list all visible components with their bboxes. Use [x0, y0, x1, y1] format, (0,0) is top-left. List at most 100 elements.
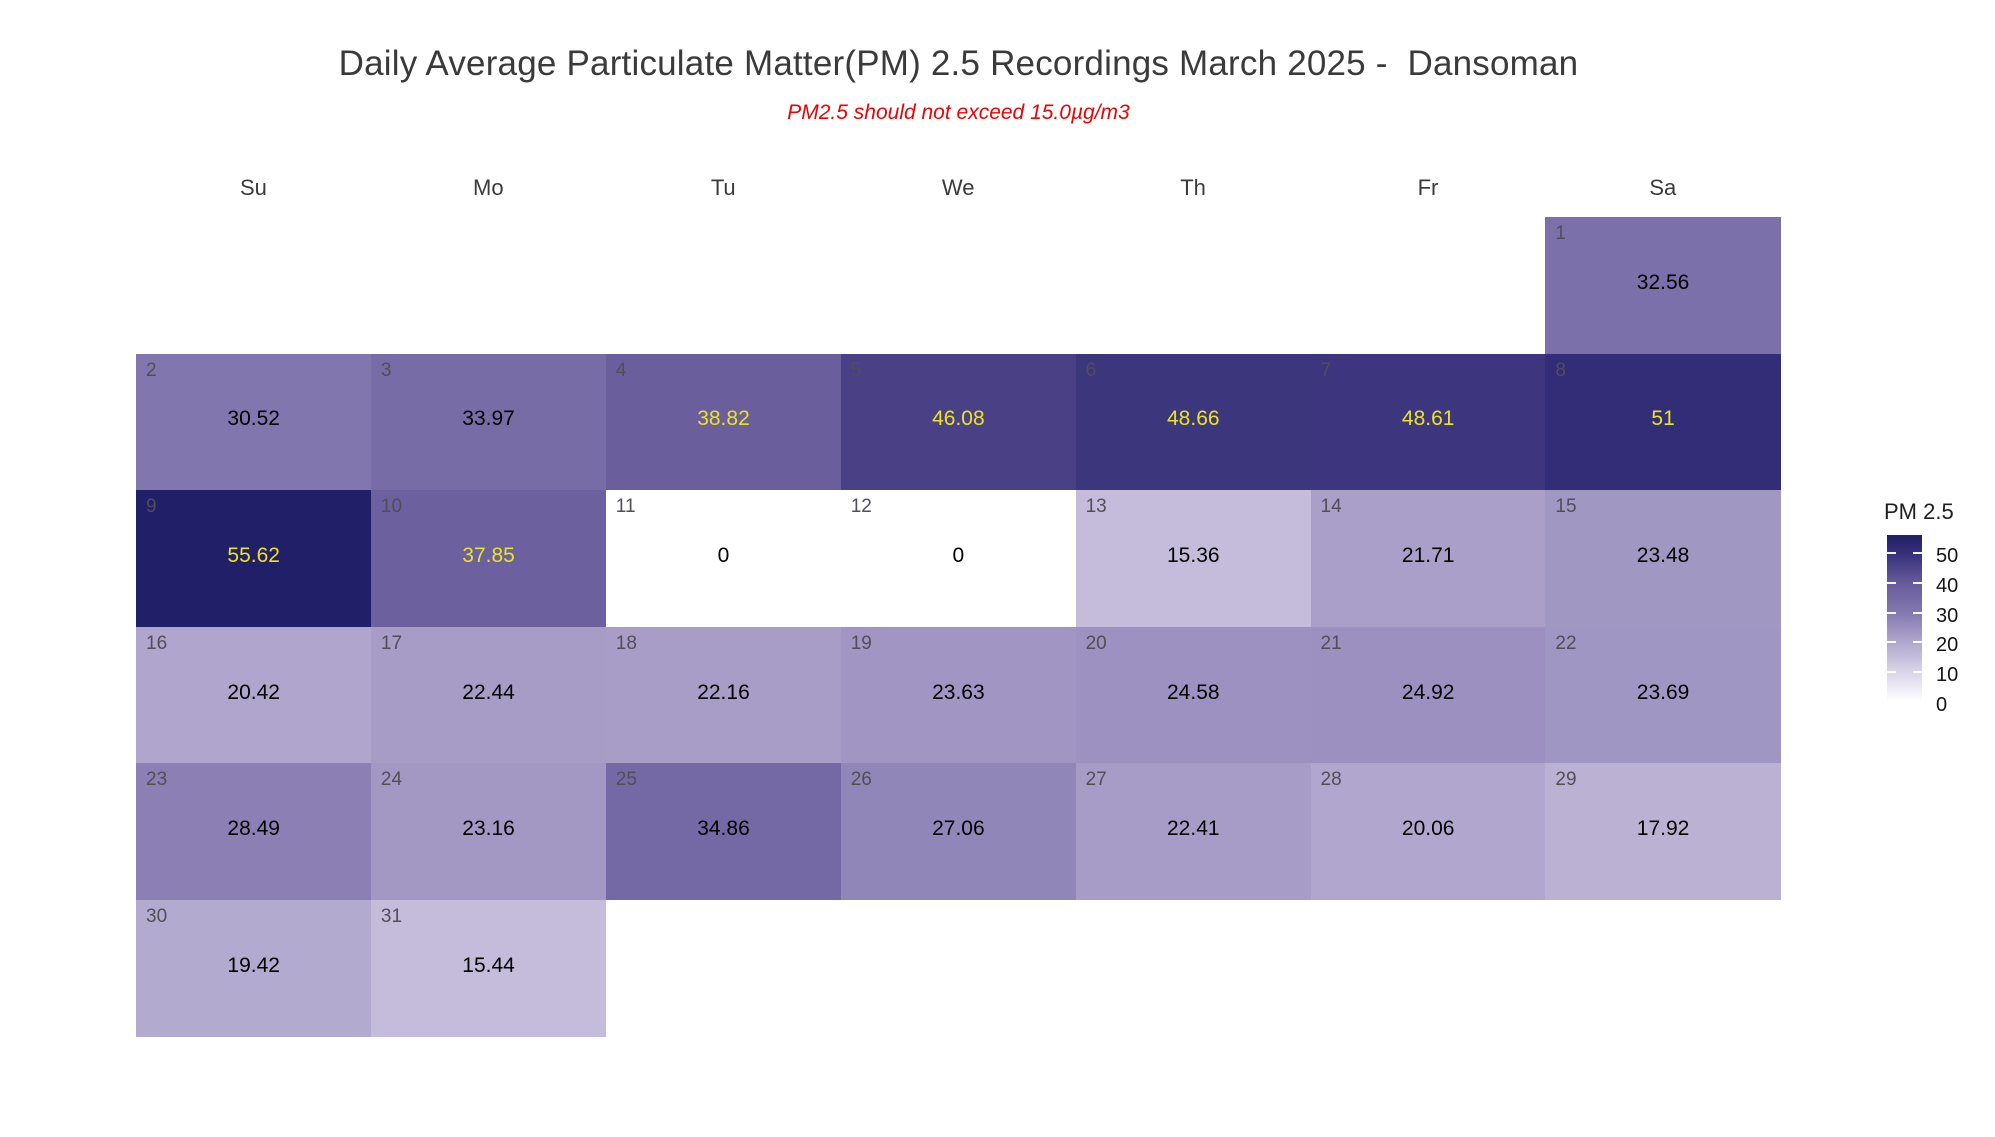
- day-value: 34.86: [697, 817, 750, 841]
- legend-tick-mark: [1913, 671, 1922, 674]
- legend-tick-mark: [1887, 581, 1896, 584]
- weekday-header-tu: Tu: [710, 175, 736, 200]
- day-cell-2: 2 30.52: [136, 353, 372, 491]
- day-cell-9: 9 55.62: [136, 490, 372, 628]
- day-value: 22.44: [462, 680, 515, 704]
- day-cell-10: 10 37.85: [370, 490, 607, 628]
- legend-tick-label-40: 40: [1936, 574, 1959, 597]
- legend-tick-mark: [1913, 551, 1922, 554]
- day-value: 24.92: [1401, 680, 1455, 704]
- legend-tick-label-0: 0: [1936, 694, 1948, 716]
- day-cell-21: 21 24.92: [1310, 626, 1546, 764]
- day-number: 14: [1320, 496, 1342, 518]
- day-cell-4: 4 38.82: [605, 353, 842, 491]
- day-number: 19: [850, 632, 872, 654]
- day-number: 4: [615, 359, 627, 381]
- day-number: 26: [850, 769, 872, 791]
- legend-tick-mark: [1913, 611, 1922, 614]
- weekday-header-th: Th: [1180, 175, 1206, 200]
- day-cell-15: 15 23.48: [1545, 490, 1781, 628]
- day-value: 15.36: [1167, 543, 1220, 567]
- day-value: 33.97: [462, 407, 515, 431]
- legend-tick-label-10: 10: [1936, 664, 1959, 687]
- day-value: 23.63: [932, 680, 985, 704]
- weekday-header-sa: Sa: [1649, 175, 1677, 200]
- day-cell-12: 12 0: [840, 490, 1077, 628]
- day-value: 51: [1651, 407, 1675, 431]
- day-cell-19: 19 23.63: [840, 626, 1077, 764]
- weekday-header-mo: Mo: [473, 175, 504, 200]
- day-value: 48.61: [1401, 407, 1455, 431]
- day-cell-16: 16 20.42: [136, 626, 372, 764]
- day-cell-11: 11 0: [605, 490, 842, 628]
- day-value: 46.08: [932, 407, 985, 431]
- day-cell-24: 24 23.16: [370, 763, 607, 901]
- weekday-header-we: We: [941, 175, 975, 200]
- day-number: 1: [1555, 223, 1566, 244]
- day-number: 31: [380, 906, 403, 927]
- day-value: 21.71: [1401, 543, 1455, 567]
- day-cell-30: 30 19.42: [136, 900, 372, 1038]
- day-value: 0: [952, 543, 965, 567]
- day-number: 2: [146, 359, 157, 381]
- day-value: 0: [717, 543, 730, 567]
- day-number: 22: [1555, 632, 1577, 654]
- legend-tick-mark: [1887, 671, 1896, 674]
- day-value: 27.06: [932, 817, 985, 841]
- legend-tick-label-20: 20: [1936, 634, 1959, 657]
- legend-title: PM 2.5: [1884, 499, 1954, 524]
- day-cell-22: 22 23.69: [1545, 626, 1781, 764]
- day-value: 15.44: [462, 953, 515, 977]
- day-number: 30: [146, 906, 168, 927]
- day-cell-28: 28 20.06: [1310, 763, 1546, 901]
- day-value: 24.58: [1167, 680, 1220, 704]
- day-cell-20: 20 24.58: [1075, 626, 1311, 764]
- page-title: Daily Average Particulate Matter(PM) 2.5…: [338, 44, 1579, 83]
- day-value: 30.52: [227, 407, 280, 431]
- day-value: 38.82: [697, 407, 750, 431]
- day-value: 23.48: [1636, 543, 1690, 567]
- day-number: 29: [1555, 769, 1577, 791]
- legend-tick-mark: [1887, 611, 1896, 614]
- day-cell-31: 31 15.44: [370, 900, 607, 1038]
- day-cell-18: 18 22.16: [605, 626, 842, 764]
- day-number: 6: [1085, 359, 1097, 381]
- day-number: 17: [380, 632, 403, 654]
- day-number: 7: [1320, 359, 1332, 381]
- day-cell-13: 13 15.36: [1075, 490, 1311, 628]
- day-value: 22.16: [697, 680, 750, 704]
- weekday-header-fr: Fr: [1417, 175, 1439, 200]
- day-number: 16: [146, 632, 168, 654]
- chart-subtitle-warning: PM2.5 should not exceed 15.0µg/m3: [787, 101, 1130, 124]
- legend-gradient-bar: [1887, 535, 1922, 702]
- day-value: 55.62: [227, 543, 280, 567]
- day-cell-1: 1 32.56: [1545, 217, 1781, 355]
- day-number: 28: [1320, 769, 1342, 791]
- day-cell-5: 5 46.08: [840, 353, 1077, 491]
- legend-tick-label-30: 30: [1936, 604, 1959, 627]
- day-number: 23: [146, 769, 168, 791]
- day-cell-17: 17 22.44: [370, 626, 607, 764]
- day-number: 15: [1555, 496, 1577, 518]
- day-number: 8: [1555, 359, 1566, 381]
- day-number: 18: [615, 632, 637, 654]
- legend-tick-mark: [1913, 581, 1922, 584]
- day-cell-14: 14 21.71: [1310, 490, 1546, 628]
- day-value: 19.42: [227, 953, 280, 977]
- day-number: 25: [615, 769, 637, 791]
- day-number: 5: [850, 359, 862, 381]
- day-value: 20.06: [1401, 817, 1455, 841]
- day-value: 28.49: [227, 817, 280, 841]
- day-value: 37.85: [462, 543, 515, 567]
- day-cell-26: 26 27.06: [840, 763, 1077, 901]
- day-cell-7: 7 48.61: [1310, 353, 1546, 491]
- day-cell-27: 27 22.41: [1075, 763, 1311, 901]
- day-number: 27: [1085, 769, 1107, 791]
- legend-tick-mark: [1913, 641, 1922, 644]
- day-cell-23: 23 28.49: [136, 763, 372, 901]
- weekday-header-su: Su: [239, 175, 267, 200]
- legend-tick-label-50: 50: [1936, 544, 1959, 567]
- day-cell-25: 25 34.86: [605, 763, 842, 901]
- day-cell-3: 3 33.97: [370, 353, 607, 491]
